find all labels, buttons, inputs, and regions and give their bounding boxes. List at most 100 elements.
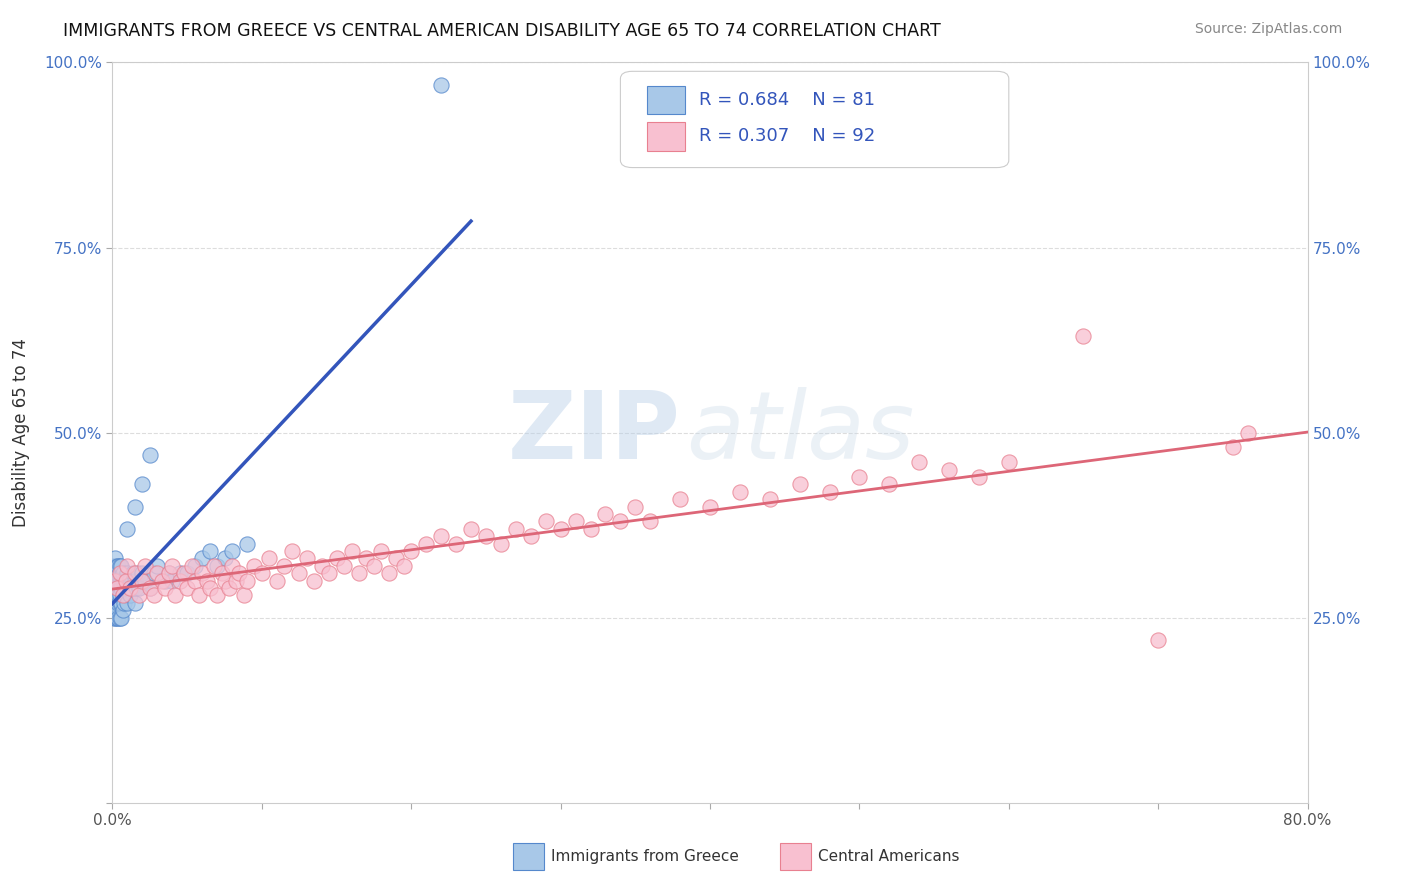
Point <box>108 566 131 581</box>
Point <box>205 589 228 603</box>
Point <box>124 574 146 588</box>
FancyBboxPatch shape <box>647 87 685 114</box>
Point <box>157 566 180 581</box>
Point <box>236 536 259 550</box>
Point <box>460 522 482 536</box>
Point <box>363 558 385 573</box>
Point <box>131 477 153 491</box>
Text: atlas: atlas <box>686 387 914 478</box>
Point <box>125 581 148 595</box>
Point <box>150 574 173 588</box>
Point <box>105 581 128 595</box>
Point <box>259 551 281 566</box>
Point <box>108 574 131 588</box>
Point <box>105 596 128 610</box>
Point <box>117 581 139 595</box>
Point <box>392 558 415 573</box>
Point <box>105 558 128 573</box>
Point <box>121 581 143 595</box>
Point <box>430 78 453 92</box>
Point <box>288 566 311 581</box>
Point <box>214 574 236 588</box>
Point <box>111 589 134 603</box>
Point <box>162 558 183 573</box>
Point <box>118 574 141 588</box>
Point <box>205 558 228 573</box>
Point <box>183 558 205 573</box>
Point <box>122 566 145 581</box>
Text: Immigrants from Greece: Immigrants from Greece <box>551 849 740 863</box>
Point <box>115 574 138 588</box>
Point <box>609 515 631 529</box>
Point <box>195 574 218 588</box>
Point <box>108 596 131 610</box>
Point <box>110 596 132 610</box>
Point <box>250 566 273 581</box>
Point <box>218 581 240 595</box>
Point <box>848 470 870 484</box>
Point <box>105 610 128 624</box>
Point <box>114 574 135 588</box>
Point <box>173 566 195 581</box>
Point <box>110 610 132 624</box>
Point <box>117 558 139 573</box>
Point <box>117 596 139 610</box>
Point <box>120 581 142 595</box>
Point <box>191 551 214 566</box>
Point <box>111 603 134 617</box>
Text: IMMIGRANTS FROM GREECE VS CENTRAL AMERICAN DISABILITY AGE 65 TO 74 CORRELATION C: IMMIGRANTS FROM GREECE VS CENTRAL AMERIC… <box>63 22 941 40</box>
Point <box>110 581 132 595</box>
Point <box>146 566 169 581</box>
Point <box>183 574 205 588</box>
Point <box>370 544 392 558</box>
Point <box>191 566 214 581</box>
Point <box>108 589 131 603</box>
Point <box>430 529 453 543</box>
Text: ZIP: ZIP <box>508 386 681 479</box>
Point <box>111 566 134 581</box>
Point <box>139 448 162 462</box>
Point <box>1237 425 1260 440</box>
Point <box>139 581 162 595</box>
Point <box>789 477 811 491</box>
Point <box>153 574 176 588</box>
Point <box>505 522 527 536</box>
FancyBboxPatch shape <box>620 71 1010 168</box>
Point <box>202 558 225 573</box>
Point <box>624 500 647 514</box>
Point <box>273 558 295 573</box>
Point <box>165 589 187 603</box>
Point <box>110 558 132 573</box>
Point <box>143 566 166 581</box>
Point <box>550 522 572 536</box>
Point <box>143 589 166 603</box>
Point <box>340 544 363 558</box>
Point <box>131 566 153 581</box>
Point <box>104 610 127 624</box>
Point <box>595 507 617 521</box>
Point <box>139 581 162 595</box>
Point <box>104 589 127 603</box>
Point <box>117 566 139 581</box>
Point <box>347 566 370 581</box>
Point <box>180 558 202 573</box>
Point <box>333 558 356 573</box>
Point <box>520 529 543 543</box>
Point <box>176 566 198 581</box>
Point <box>104 566 127 581</box>
Point <box>564 515 586 529</box>
Point <box>108 610 131 624</box>
Point <box>214 551 236 566</box>
Point <box>356 551 378 566</box>
Point <box>699 500 721 514</box>
Point <box>281 544 304 558</box>
Point <box>325 551 347 566</box>
Point <box>114 596 135 610</box>
Point <box>302 574 325 588</box>
Point <box>103 574 125 588</box>
Point <box>115 574 138 588</box>
Point <box>104 574 127 588</box>
Point <box>908 455 931 469</box>
Point <box>105 603 128 617</box>
Point <box>176 581 198 595</box>
